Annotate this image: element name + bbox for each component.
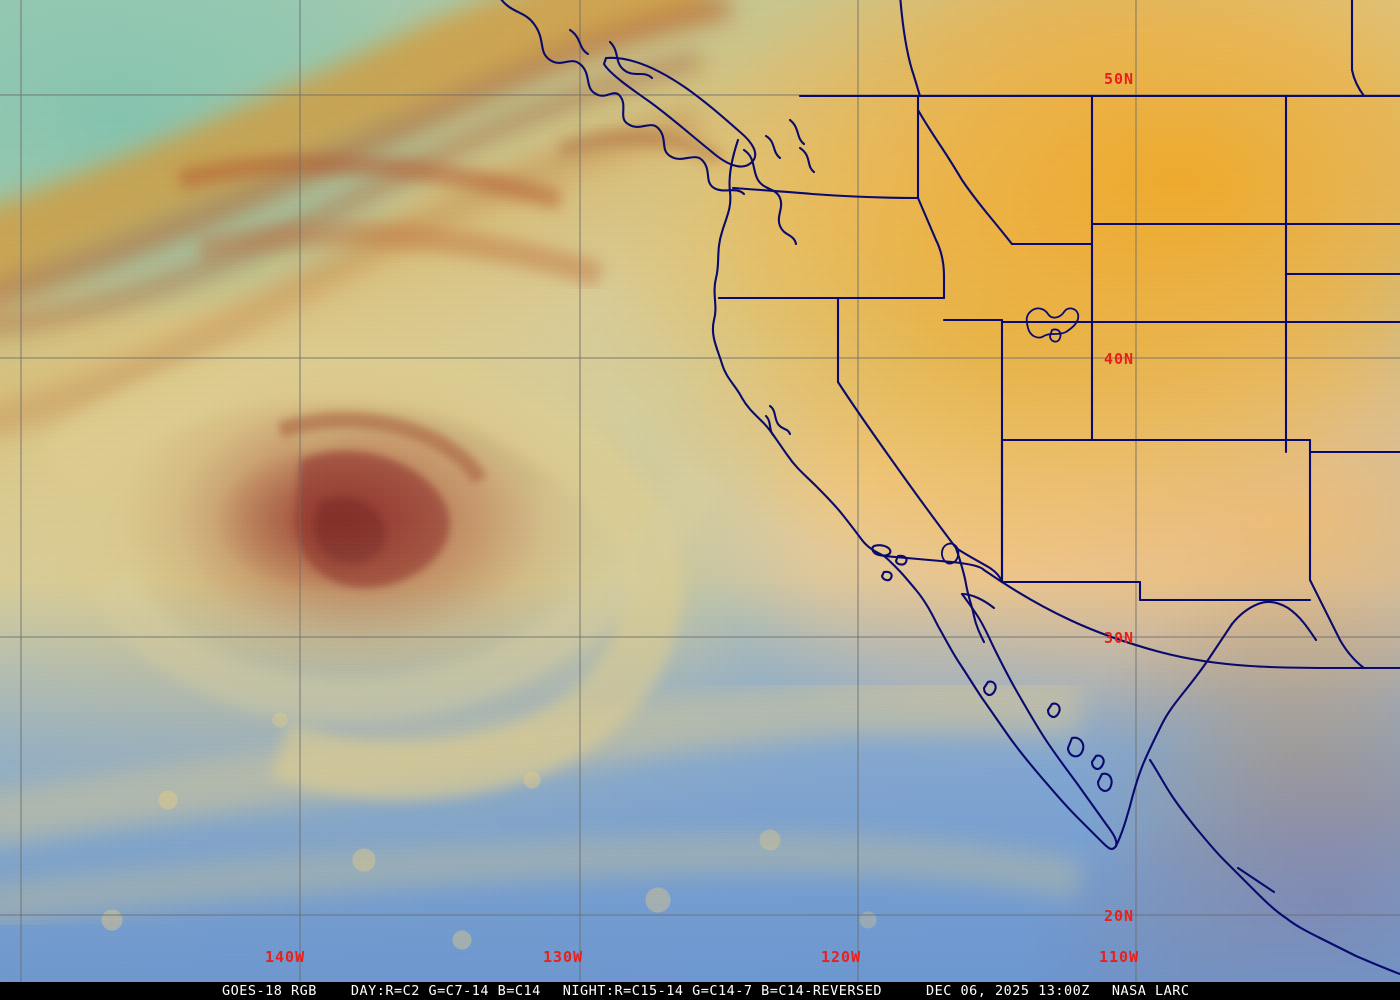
political-boundaries — [717, 0, 1400, 670]
great-salt-lake — [1025, 307, 1080, 343]
pnw-cloud-group — [177, 130, 724, 288]
salton-sea — [941, 542, 960, 565]
graticule-labels: 50N 40N 30N 20N 140W 130W 120W 110W — [265, 70, 1139, 966]
satellite-label: GOES-18 RGB — [222, 983, 317, 999]
us-west-coastline — [711, 138, 908, 582]
lon-label-140w: 140W — [265, 948, 305, 966]
frontal-band-group — [0, 0, 733, 436]
source-label: NASA LARC — [1111, 983, 1190, 999]
mexico-coastline — [1148, 600, 1400, 976]
lon-label-130w: 130W — [543, 948, 583, 966]
lon-label-110w: 110W — [1099, 948, 1139, 966]
baja-california-coastline — [882, 554, 1234, 850]
dryslot-group — [277, 412, 487, 589]
timestamp-label: DEC 06, 2025 13:00Z — [925, 983, 1090, 999]
day-recipe-label: DAY:R=C2 G=C7-14 B=C14 — [350, 983, 541, 999]
bc-coastline — [500, 0, 816, 246]
product-caption-bar: GOES-18 RGB DAY:R=C2 G=C7-14 B=C14 NIGHT:R… — [0, 982, 1400, 1000]
night-recipe-label: NIGHT:R=C15-14 G=C14-7 B=C14-REVERSED — [562, 983, 882, 999]
lon-label-120w: 120W — [821, 948, 861, 966]
lat-label-20n: 20N — [1104, 907, 1134, 925]
tropical-band-group — [0, 678, 1084, 923]
lat-label-40n: 40N — [1104, 350, 1134, 368]
lat-label-30n: 30N — [1104, 629, 1134, 647]
lat-label-50n: 50N — [1104, 70, 1134, 88]
